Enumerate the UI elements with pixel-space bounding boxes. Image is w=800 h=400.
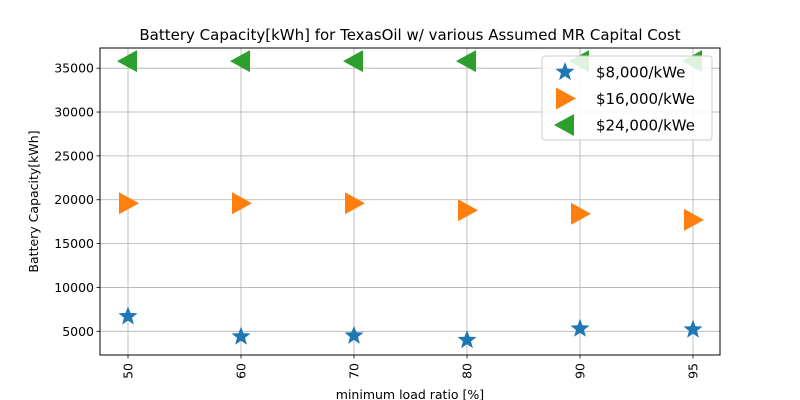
y-tick-label: 30000 <box>54 105 94 120</box>
star-marker <box>344 325 364 344</box>
triangle-right-marker <box>119 192 139 215</box>
y-tick-label: 10000 <box>54 280 94 295</box>
triangle-left-marker <box>456 50 476 73</box>
star-marker <box>231 326 251 345</box>
ticks: 50 60 70 80 90 95 5000 10000 15000 20000 25000 3000… <box>54 61 700 379</box>
y-tick-label: 5000 <box>62 324 94 339</box>
x-tick-label: 70 <box>347 363 362 379</box>
legend-triangle-left-marker <box>554 114 574 136</box>
x-tick-label: 90 <box>573 363 588 379</box>
star-marker <box>570 318 590 337</box>
legend-label: $16,000/kWe <box>596 90 695 108</box>
triangle-right-marker <box>458 199 478 222</box>
star-marker <box>118 306 138 325</box>
legend: $8,000/kWe $16,000/kWe $24,000/kWe <box>541 55 713 141</box>
legend-star-marker <box>555 62 575 81</box>
y-axis-label: Battery Capacity[kWh] <box>26 130 41 272</box>
x-axis-label: minimum load ratio [%] <box>336 387 484 400</box>
legend-label: $24,000/kWe <box>596 117 695 135</box>
legend-box <box>541 55 713 141</box>
legend-label: $8,000/kWe <box>596 64 685 82</box>
x-tick-label: 95 <box>686 363 701 379</box>
triangle-right-marker <box>684 208 704 231</box>
y-tick-label: 25000 <box>54 148 94 163</box>
y-tick-label: 20000 <box>54 192 94 207</box>
star-marker <box>457 330 477 349</box>
triangle-right-marker <box>571 202 591 225</box>
triangle-right-marker <box>345 192 365 215</box>
plot-frame <box>99 47 721 356</box>
x-tick-label: 80 <box>460 363 475 379</box>
triangle-right-marker <box>232 192 252 215</box>
triangle-left-marker <box>343 50 363 73</box>
data-markers <box>117 50 704 349</box>
x-tick-label: 50 <box>121 363 136 379</box>
triangle-left-marker <box>230 50 250 73</box>
star-marker <box>683 319 703 338</box>
triangle-left-marker <box>117 50 137 73</box>
legend-triangle-right-marker <box>556 87 576 110</box>
y-tick-label: 15000 <box>54 236 94 251</box>
x-tick-label: 60 <box>234 363 249 379</box>
y-tick-label: 35000 <box>54 61 94 76</box>
chart-title: Battery Capacity[kWh] for TexasOil w/ va… <box>139 26 680 44</box>
